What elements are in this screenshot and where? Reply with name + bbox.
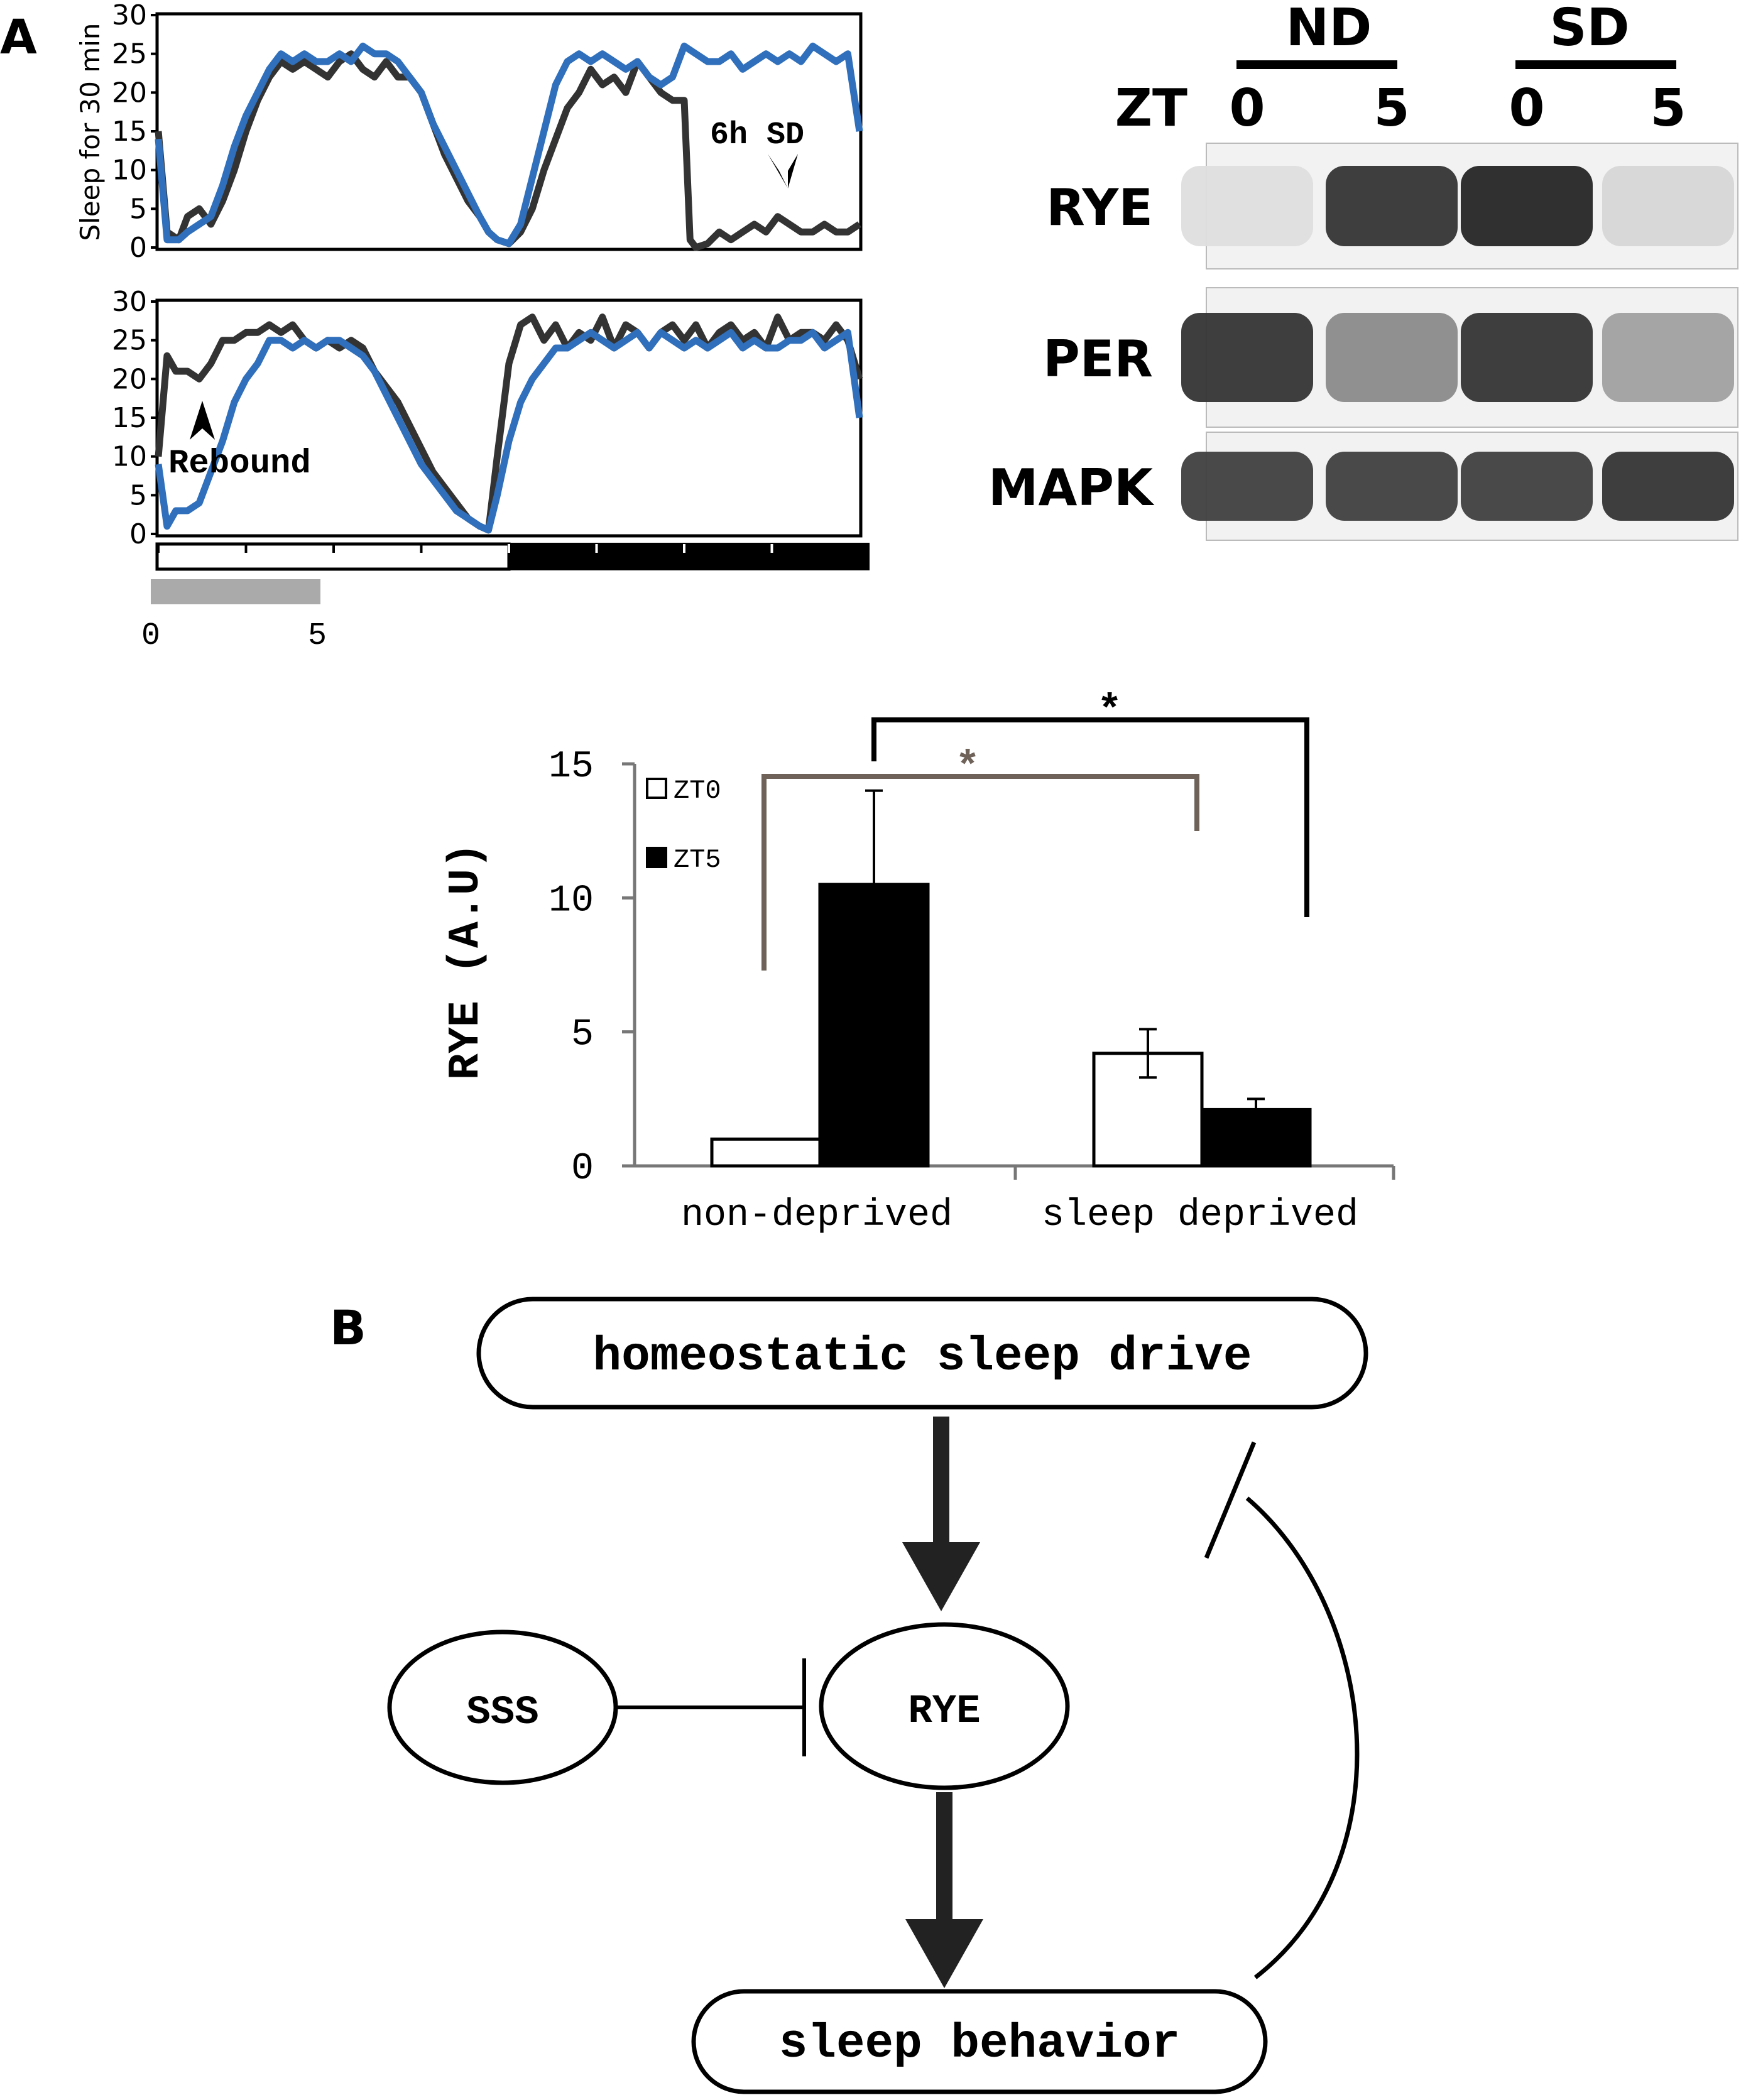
- blot-lane-label: 0: [1229, 79, 1265, 138]
- sleep-trace-top-y-tick-label: 0: [129, 232, 147, 264]
- sleep-trace-top-y-tick-label: 5: [129, 193, 147, 225]
- blot-band: [1326, 451, 1458, 521]
- dark-phase-bar: [509, 543, 870, 570]
- blot-band: [1602, 166, 1734, 246]
- sleep-trace-top-series: [155, 42, 863, 251]
- blot-row-mapk: MAPK: [988, 432, 1738, 541]
- sleep-trace-bottom-y-axis: 0 5 10 15 20 25 30: [112, 286, 158, 550]
- blot-band: [1602, 312, 1734, 403]
- bar-category-label: sleep deprived: [1042, 1194, 1358, 1237]
- sleep-trace-y-axis-label: Sleep for 30 min: [75, 23, 106, 241]
- rebound-annotation: Rebound: [168, 445, 311, 483]
- sleep-trace-top-y-tick-label: 30: [112, 0, 147, 31]
- sleep-trace-bottom-y-tick-label: 25: [112, 325, 147, 357]
- feedback-behavior-to-drive: [1245, 1496, 1360, 1979]
- node-rye: [819, 1622, 1070, 1790]
- time-window-bar: [151, 579, 320, 604]
- blot-row-label: RYE: [1046, 178, 1153, 237]
- sleep-trace-bottom-series: [155, 313, 863, 534]
- blot-row-label: PER: [1043, 330, 1153, 388]
- arrow-drive-to-rye-head-icon: [902, 1542, 980, 1611]
- sleep-trace-bottom-y-tick-label: 0: [129, 518, 147, 550]
- blot-band: [1326, 312, 1458, 403]
- panel-label-a: A: [0, 9, 37, 65]
- bar-y-tick-label: 15: [548, 746, 594, 788]
- legend-label-zt0: ZT0: [674, 776, 721, 806]
- rye-bar-chart: 0 5 10 15 RYE (A.U) non-deprived sleep deprive…: [442, 688, 1395, 1237]
- node-homeostatic-sleep-drive-label: homeostatic sleep drive: [593, 1330, 1252, 1384]
- blot-lane-label: 5: [1373, 79, 1409, 138]
- blot-lane-label: 0: [1509, 79, 1544, 138]
- blot-band: [1181, 312, 1313, 403]
- bar-y-tick-label: 0: [571, 1148, 594, 1190]
- legend-swatch-zt0: [646, 778, 667, 799]
- sleep-trace-top-y-tick-label: 20: [112, 77, 147, 109]
- blot-band: [1326, 166, 1458, 246]
- blot-row-rye: RYE: [1046, 143, 1738, 269]
- blot-row-label: MAPK: [988, 459, 1155, 517]
- blot-band: [1461, 312, 1593, 403]
- rebound-arrowhead-icon: [190, 401, 215, 440]
- sleep-deprivation-annotation: 6h SD: [710, 117, 804, 153]
- bar-y-tick-label: 10: [548, 879, 594, 922]
- blot-band: [1461, 451, 1593, 521]
- sleep-trace-top: 0 5 10 15 20 25 30 Sleep for 30 min 6h SD: [75, 0, 863, 264]
- panel-label-b: B: [330, 1300, 366, 1356]
- sleep-trace-top-y-tick-label: 25: [112, 38, 147, 70]
- western-blot: ND SD ZT 0 5 0 5 RYE PER MAPK: [988, 0, 1738, 541]
- blot-band: [1602, 451, 1734, 521]
- blot-lane-label: 5: [1650, 79, 1686, 138]
- sleep-trace-top-y-tick-label: 15: [112, 116, 147, 148]
- sleep-trace-bottom-y-tick-label: 30: [112, 286, 147, 318]
- sleep-trace-top-y-axis: 0 5 10 15 20 25 30: [112, 0, 158, 264]
- node-sleep-behavior-label: sleep behavior: [779, 2017, 1181, 2071]
- blot-zt-label: ZT: [1115, 79, 1187, 138]
- sd-arrowhead-icon: [768, 154, 798, 188]
- blot-row-per: PER: [1043, 287, 1738, 428]
- node-sleep-behavior: [691, 1989, 1268, 2094]
- significance-bracket-gray: [761, 774, 1199, 971]
- node-sss-label: SSS: [466, 1690, 538, 1736]
- blot-group-sd: SD: [1549, 0, 1629, 58]
- x-tick-5: 5: [308, 618, 327, 654]
- blot-lane-labels: 0 5 0 5: [1229, 79, 1686, 138]
- sleep-trace-bottom: 0 5 10 15 20 25 30 Rebound: [112, 286, 863, 550]
- node-rye-label: RYE: [908, 1689, 980, 1734]
- blot-rows: RYE PER MAPK: [988, 143, 1738, 541]
- legend-swatch-zt5: [646, 847, 667, 868]
- blot-group-nd-line: [1236, 60, 1397, 69]
- blot-band: [1181, 451, 1313, 521]
- blot-group-sd-line: [1515, 60, 1676, 69]
- sleep-trace-top-y-tick-label: 10: [112, 155, 147, 187]
- sleep-trace-bottom-y-tick-label: 20: [112, 363, 147, 395]
- bar-y-tick-label: 5: [571, 1014, 594, 1057]
- feedback-inhibition-bar-icon: [1204, 1441, 1257, 1559]
- sleep-trace-bottom-y-tick-label: 15: [112, 402, 147, 434]
- bar-category-label: non-deprived: [681, 1194, 952, 1237]
- bar-zt0-0: [710, 1137, 822, 1168]
- significance-bracket-black: [871, 717, 1309, 917]
- significance-star-black: *: [1097, 688, 1122, 735]
- sleep-trace-bottom-y-tick-label: 10: [112, 441, 147, 473]
- blot-group-nd: ND: [1286, 0, 1372, 58]
- bar-y-axis-label: RYE (A.U): [442, 842, 491, 1080]
- significance-star-gray: *: [955, 744, 980, 792]
- sleep-trace-bottom-series-0: [155, 313, 863, 534]
- x-tick-0: 0: [141, 618, 160, 654]
- blot-band: [1461, 166, 1593, 246]
- blot-band: [1181, 166, 1313, 246]
- node-homeostatic-sleep-drive: [476, 1297, 1368, 1410]
- model-diagram: homeostatic sleep drive SSS RYE sleep be…: [387, 1297, 1368, 2094]
- sleep-trace-bottom-y-tick-label: 5: [129, 479, 147, 511]
- arrow-rye-to-behavior-head-icon: [905, 1919, 983, 1988]
- legend-label-zt5: ZT5: [674, 845, 721, 875]
- sleep-trace-top-series-1: [155, 42, 863, 248]
- sleep-trace-bottom-series-1: [155, 329, 863, 534]
